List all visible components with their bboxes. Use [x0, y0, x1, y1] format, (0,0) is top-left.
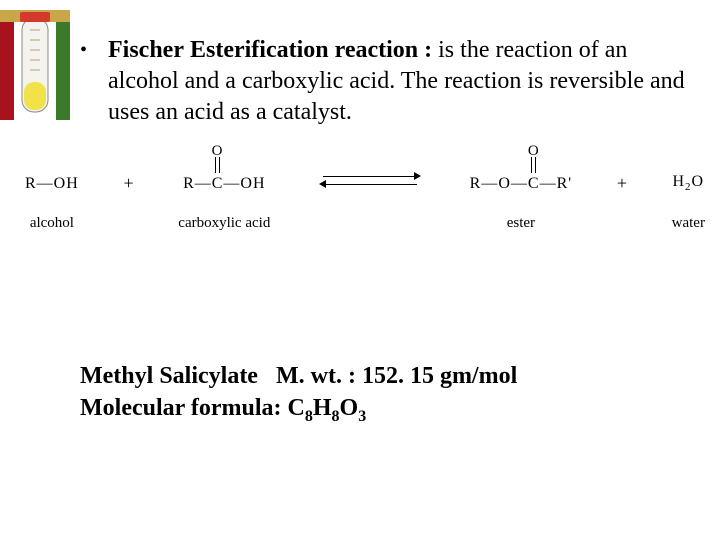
- reaction-scheme: R—OH alcohol + R—OC—OH carboxylic acid R…: [25, 170, 705, 270]
- bullet-dot: •: [80, 35, 108, 63]
- main-bullet: • Fischer Esterification reaction : is t…: [80, 35, 690, 129]
- term-ester: R—O—OC—R' ester: [470, 175, 572, 232]
- term-alcohol: R—OH alcohol: [25, 175, 79, 232]
- term-water: H2O water: [672, 173, 705, 232]
- term-acid: R—OC—OH carboxylic acid: [178, 175, 270, 232]
- equilibrium-arrows-icon: [315, 170, 425, 192]
- label-alcohol: alcohol: [25, 215, 79, 232]
- test-tube-thumbnail: [0, 10, 70, 120]
- label-water: water: [672, 215, 705, 232]
- label-ester: ester: [470, 215, 572, 232]
- plus-1: +: [123, 173, 133, 232]
- compound-line2: Molecular formula: C8H8O3: [80, 392, 690, 427]
- compound-line1: Methyl Salicylate M. wt. : 152. 15 gm/mo…: [80, 360, 690, 392]
- plus-2: +: [617, 173, 627, 232]
- label-acid: carboxylic acid: [178, 215, 270, 232]
- bullet-bold-mid: Esterification reaction :: [190, 37, 432, 63]
- bullet-text: Fischer Esterification reaction : is the…: [108, 35, 690, 129]
- compound-info: Methyl Salicylate M. wt. : 152. 15 gm/mo…: [80, 360, 690, 428]
- bullet-bold-lead: Fischer: [108, 37, 184, 63]
